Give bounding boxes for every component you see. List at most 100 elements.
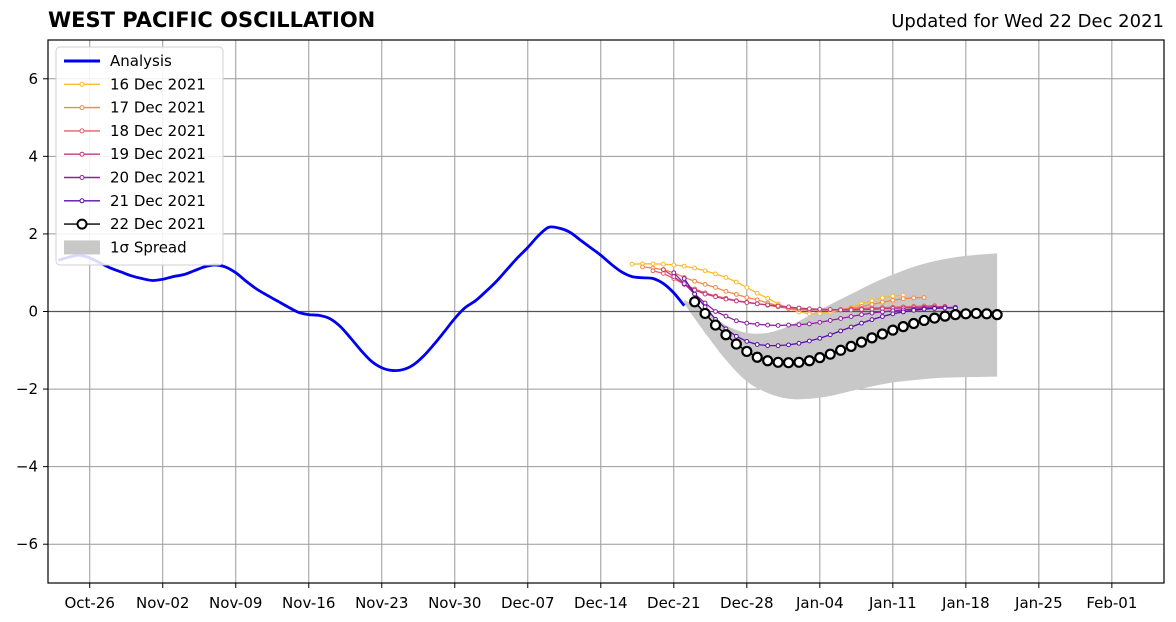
y-tick-label: 6 (28, 70, 38, 88)
spread-area (684, 253, 998, 400)
forecast-point (713, 285, 718, 290)
forecast-point (817, 319, 823, 325)
series-group (58, 225, 1003, 372)
forecast-point (782, 357, 795, 369)
forecast-point (702, 268, 708, 274)
forecast-point (650, 261, 656, 267)
forecast-point (733, 318, 739, 324)
forecast-point (928, 312, 941, 324)
forecast-point (827, 307, 833, 312)
forecast-point (835, 344, 847, 356)
forecast-point (897, 321, 909, 333)
forecast-line (663, 269, 945, 311)
forecast-series (689, 296, 1003, 369)
forecast-point (744, 295, 750, 300)
legend-label: 18 Dec 2021 (110, 122, 206, 140)
forecast-point (879, 309, 885, 315)
forecast-point (754, 301, 760, 307)
forecast-point (949, 309, 962, 321)
forecast-point (709, 319, 722, 331)
forecast-point (911, 307, 917, 313)
forecast-point (751, 351, 763, 363)
forecast-point (960, 308, 972, 320)
forecast-point (733, 292, 739, 297)
forecast-point (817, 306, 823, 312)
legend-label: 16 Dec 2021 (110, 75, 206, 93)
forecast-point (876, 328, 888, 340)
forecast-point (869, 298, 875, 304)
forecast-point (859, 312, 864, 318)
legend-label: 22 Dec 2021 (110, 215, 206, 233)
legend-item: 19 Dec 2021 (64, 145, 206, 163)
forecast-point (702, 291, 708, 297)
forecast-point (827, 332, 833, 338)
forecast-point (754, 297, 760, 303)
legend-item: Analysis (64, 52, 172, 70)
analysis-line (58, 225, 686, 372)
forecast-point (772, 356, 784, 368)
x-tick-label: Nov-30 (428, 594, 481, 612)
forecast-point (775, 303, 781, 309)
y-tick-label: −2 (16, 380, 38, 398)
y-tick-label: 2 (28, 225, 38, 243)
legend-marker (79, 105, 85, 111)
forecast-point (921, 295, 927, 300)
forecast-point (806, 321, 812, 327)
forecast-point (762, 355, 774, 367)
forecast-point (869, 310, 875, 316)
forecast-point (702, 281, 708, 287)
x-tick-label: Dec-21 (647, 594, 701, 612)
x-tick-label: Nov-02 (136, 594, 189, 612)
forecast-point (890, 297, 896, 303)
forecast-point (991, 309, 1003, 321)
forecast-point (890, 311, 896, 317)
legend-marker (79, 198, 85, 204)
x-tick-label: Feb-01 (1086, 594, 1137, 612)
legend-box (55, 46, 224, 266)
y-tick-label: 0 (28, 303, 38, 321)
forecast-point (911, 295, 917, 301)
forecast-point (887, 324, 899, 336)
forecast-point (838, 328, 844, 334)
chart-title: WEST PACIFIC OSCILLATION (48, 8, 376, 32)
forecast-point (660, 271, 666, 276)
forecast-point (765, 302, 771, 308)
forecast-point (733, 279, 739, 285)
forecast-point (629, 261, 635, 267)
forecast-point (713, 271, 718, 277)
forecast-point (744, 320, 750, 326)
forecast-line (673, 272, 956, 327)
forecast-point (879, 295, 885, 301)
forecast-point (765, 322, 771, 328)
forecast-line (652, 270, 935, 311)
forecast-point (942, 305, 948, 311)
x-tick-label: Nov-16 (282, 594, 335, 612)
forecast-point (939, 310, 951, 322)
forecast-point (660, 261, 666, 267)
forecast-point (640, 264, 645, 270)
legend-label: 17 Dec 2021 (110, 99, 206, 117)
legend-label: 1σ Spread (110, 238, 187, 256)
forecast-point (754, 321, 760, 327)
forecast-point (806, 311, 812, 317)
forecast-point (765, 343, 771, 349)
forecast-point (733, 333, 739, 339)
legend-marker (79, 81, 85, 87)
forecast-point (681, 263, 687, 269)
forecast-point (879, 314, 885, 319)
forecast-point (793, 356, 805, 368)
forecast-point (786, 322, 791, 328)
legend-item: 17 Dec 2021 (64, 99, 206, 117)
legend-item: 20 Dec 2021 (64, 169, 206, 187)
forecast-point (744, 300, 750, 305)
forecast-point (814, 352, 826, 364)
x-tick-label: Jan-04 (795, 594, 844, 612)
forecast-point (692, 291, 698, 297)
legend-swatch (64, 240, 100, 255)
forecast-point (730, 338, 742, 350)
forecast-point (681, 281, 687, 286)
x-tick-label: Dec-28 (720, 594, 774, 612)
forecast-point (723, 274, 729, 280)
forecast-point (908, 317, 920, 330)
spread-band (684, 253, 998, 400)
